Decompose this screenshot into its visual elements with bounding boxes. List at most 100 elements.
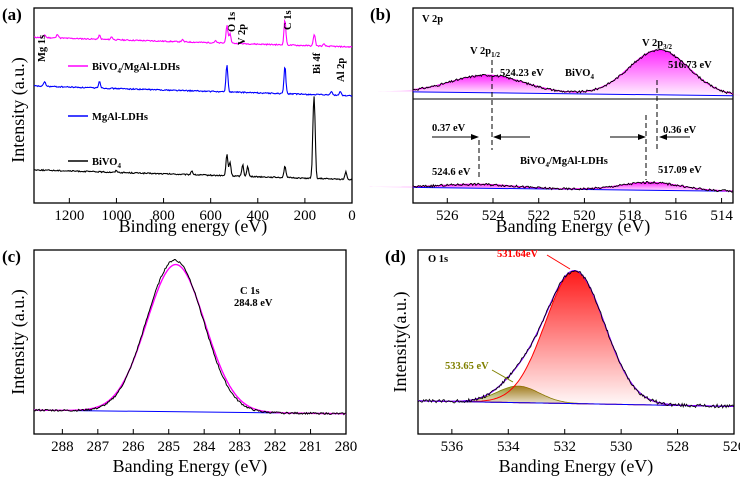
panel-d-label: (d) <box>385 247 406 266</box>
panel-b-frame <box>412 7 734 204</box>
label-composite: BiVO4/MgAl-LDHs <box>520 156 608 169</box>
panel-c-peak-label: 284.8 eV <box>234 298 273 309</box>
label-shift-right: 0.36 eV <box>663 125 697 136</box>
panel-d-x-tick-label: 528 <box>666 439 689 455</box>
panel-c-x-tick-label: 288 <box>51 439 74 455</box>
arrow-left-b-head <box>493 134 501 140</box>
panel-b-x-tick-label: 516 <box>665 208 688 224</box>
panel-d-x-tick-label: 532 <box>553 439 576 455</box>
panel-c: (c) 288 287 286 285 284 283 282 281 280 Intensit… <box>2 247 357 477</box>
panel-c-x-tick-label: 282 <box>264 439 287 455</box>
panel-a-series <box>33 18 353 181</box>
legend-composite: BiVO4/MgAl-LDHs <box>92 62 180 75</box>
legend-mgal: MgAl-LDHs <box>92 112 148 123</box>
panel-a-x-tick-label: 200 <box>294 208 317 224</box>
label-bi4f: Bi 4f <box>312 52 323 74</box>
panel-b-xlabel: Banding Energy (eV) <box>496 216 651 237</box>
panel-d-series <box>417 270 735 409</box>
panel-b-series <box>369 49 740 193</box>
panel-a-x-tick-label: 1200 <box>54 208 84 224</box>
panel-a: (a) 1200 1000 800 600 400 200 0 Intensity (a.u… <box>2 5 356 237</box>
panel-b-background <box>412 91 734 97</box>
panel-d-raw-line <box>417 270 735 409</box>
arrow-left-a-head <box>471 134 479 140</box>
label-shift-left: 0.37 eV <box>432 123 466 134</box>
panel-b-label: (b) <box>370 5 391 24</box>
panel-a-x-tick-label: 0 <box>348 208 356 224</box>
panel-c-x-tick-label: 284 <box>193 439 216 455</box>
panel-d-frame <box>417 249 735 435</box>
panel-c-x-tick-label: 281 <box>299 439 322 455</box>
panel-d-title: O 1s <box>428 254 448 265</box>
panel-a-x-tick-label: 600 <box>199 208 222 224</box>
label-e517-09: 517.09 eV <box>658 165 702 176</box>
panel-c-title: C 1s <box>240 286 260 297</box>
panel-c-frame <box>33 249 347 435</box>
pointer-531-64 <box>546 254 571 270</box>
panel-d-ylabel: Intensity(a.u.) <box>390 292 411 393</box>
panel-a-series-line <box>33 65 353 97</box>
label-e516-73: 516.73 eV <box>668 60 712 71</box>
panel-c-raw-line <box>33 258 346 416</box>
panel-b-raw-line <box>412 49 734 95</box>
panel-b-x-tick-label: 522 <box>527 208 550 224</box>
panel-d-ticks: 536 534 532 530 528 526 <box>441 429 740 455</box>
panel-c-x-tick-label: 280 <box>335 439 358 455</box>
label-c1s: C 1s <box>283 10 294 30</box>
label-bivo4-top: BiVO4 <box>565 68 594 81</box>
peak-label-533-65: 533.65 eV <box>445 361 489 372</box>
panel-a-x-tick-label: 400 <box>247 208 270 224</box>
panel-c-fit-line <box>34 263 347 415</box>
panel-d-x-tick-label: 536 <box>441 439 464 455</box>
arrow-right-b-head <box>659 134 667 140</box>
label-v2p: V 2p <box>237 24 248 45</box>
panel-b-raw-line <box>412 180 734 193</box>
panel-a-ylabel: Intensity (a.u.) <box>8 57 29 162</box>
panel-c-label: (c) <box>2 247 21 266</box>
panel-a-ticks: 1200 1000 800 600 400 200 0 <box>54 198 356 224</box>
panel-b-peak-fill <box>378 75 598 95</box>
panel-c-x-tick-label: 286 <box>122 439 145 455</box>
pointer-533-65 <box>491 369 514 383</box>
panel-c-ticks: 288 287 286 285 284 283 282 281 280 <box>51 429 357 455</box>
legend-bivo4: BiVO4 <box>92 157 121 170</box>
label-mg1s: Mg 1s <box>37 35 48 62</box>
panel-d-xlabel: Banding Energy (eV) <box>499 456 654 477</box>
panel-b-ticks: 526 524 522 520 518 516 514 <box>436 198 733 224</box>
label-e524-23: 524.23 eV <box>500 68 544 79</box>
panel-a-x-tick-label: 800 <box>152 208 175 224</box>
panel-b-title: V 2p <box>422 14 443 25</box>
panel-a-xlabel: Binding energy (eV) <box>119 216 268 237</box>
panel-d: (d) 536 534 532 530 528 526 Intensity(a.u.) B… <box>385 247 740 477</box>
panel-c-series <box>33 258 347 416</box>
panel-b-peak-fill <box>570 50 740 96</box>
panel-c-ylabel: Intensity (a.u.) <box>8 289 29 394</box>
panel-a-series-line <box>33 18 353 49</box>
label-al2p: Al 2p <box>336 58 347 82</box>
panel-a-legend: BiVO4/MgAl-LDHs MgAl-LDHs BiVO4 <box>68 62 180 170</box>
arrow-right-a-head <box>638 134 646 140</box>
panel-a-x-tick-label: 1000 <box>101 208 131 224</box>
panel-d-x-tick-label: 534 <box>497 439 520 455</box>
panel-a-frame <box>33 7 353 204</box>
label-v2p12: V 2p1/2 <box>470 46 501 59</box>
panel-d-x-tick-label: 526 <box>723 439 740 455</box>
panel-b-x-tick-label: 520 <box>573 208 596 224</box>
panel-b-x-tick-label: 514 <box>710 208 733 224</box>
panel-d-peak-531-64 <box>465 270 684 406</box>
panel-c-x-tick-label: 283 <box>228 439 251 455</box>
panel-a-series-line <box>33 96 353 181</box>
panel-d-x-tick-label: 530 <box>610 439 633 455</box>
peak-label-531-64: 531.64eV <box>497 249 539 260</box>
label-v2p32: V 2p3/2 <box>642 38 673 51</box>
panel-c-xlabel: Banding Energy (eV) <box>113 456 268 477</box>
panel-a-label: (a) <box>2 5 22 24</box>
panel-b-x-tick-label: 518 <box>619 208 642 224</box>
panel-b-x-tick-label: 526 <box>436 208 459 224</box>
panel-c-x-tick-label: 287 <box>87 439 110 455</box>
label-e524-6: 524.6 eV <box>432 167 471 178</box>
panel-c-x-tick-label: 285 <box>157 439 180 455</box>
panel-b-x-tick-label: 524 <box>482 208 505 224</box>
panel-b: (b) 526 524 522 520 518 516 514 V 2p Banding E… <box>369 5 740 237</box>
